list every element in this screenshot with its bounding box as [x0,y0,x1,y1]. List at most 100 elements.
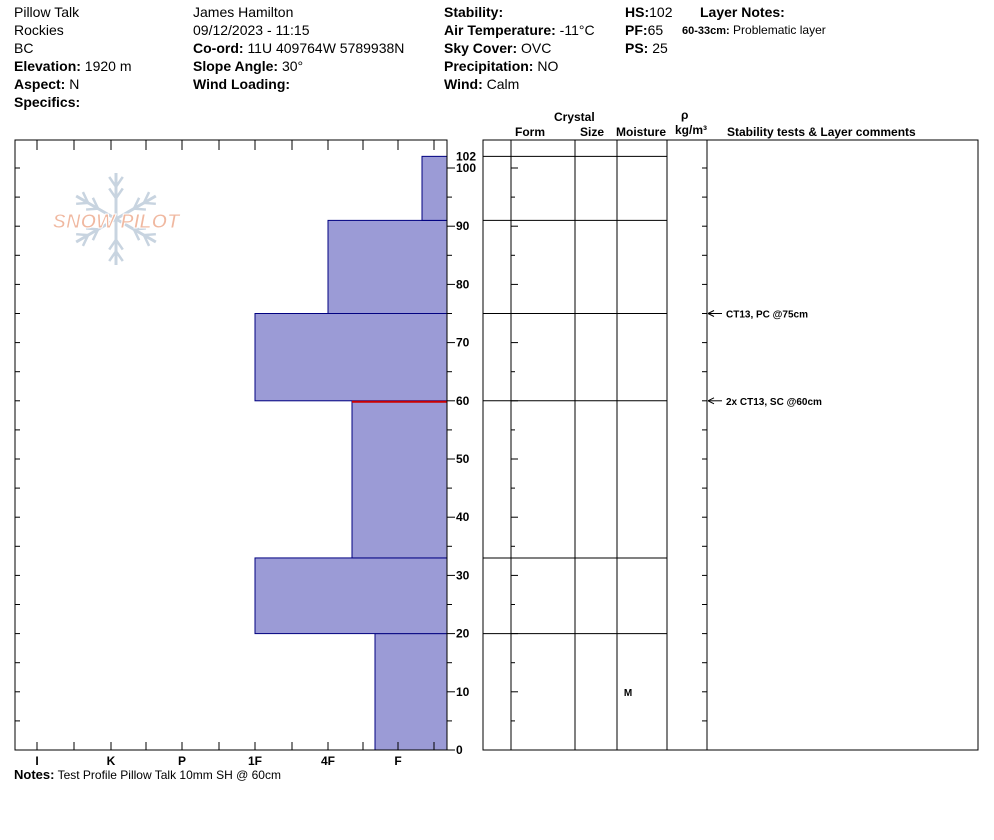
ps-value: 25 [652,40,668,56]
air-temperature: Air Temperature: -11°C [444,21,595,39]
snowflake-branch [108,176,118,188]
slope-label: Slope Angle: [193,58,279,74]
stability-test-comment: 2x CT13, SC @60cm [726,397,822,408]
coordinates: Co-ord: 11U 409764W 5789938N [193,39,404,57]
stability-test-comment: CT13, PC @75cm [726,310,808,321]
elevation: Elevation: 1920 m [14,57,132,75]
notes: Notes: Test Profile Pillow Talk 10mm SH … [14,767,281,782]
crystal-header: Crystal [554,110,595,124]
specifics-label: Specifics: [14,94,81,110]
snowflake-branch [76,232,89,237]
moisture-value: M [624,688,632,699]
height-tick-label: 50 [456,452,470,466]
snowflake-branch [86,207,99,211]
comment-arrow-head [707,397,715,405]
hardness-layer-bar [254,557,448,635]
wind-label: Wind: [444,76,483,92]
slope-angle: Slope Angle: 30° [193,57,303,75]
snowflake-branch [143,201,156,206]
snowflake-branch [81,191,90,204]
height-tick-label: 60 [456,394,470,408]
penetration-foot: PF:65 [625,21,663,39]
layer-notes-label: Layer Notes: [700,4,785,20]
height-tick-label: 80 [456,277,470,291]
comment-arrow-head [707,310,715,317]
height-tick-label: 20 [456,627,470,641]
precipitation: Precipitation: NO [444,57,558,75]
density-unit-header: kg/m³ [675,123,708,137]
snowflake-branch [114,176,124,188]
mountain-range: Rockies [14,22,64,38]
hardness-tick-label: 1F [248,754,262,768]
aspect-label: Aspect: [14,76,66,92]
snowflake-branch [133,207,146,211]
form-header: Form [515,125,545,139]
wind: Wind: Calm [444,75,519,93]
sky-label: Sky Cover: [444,40,518,56]
air-temp-value: -11°C [559,22,595,38]
snowflake-branch [108,238,118,251]
hardness-tick-label: P [178,754,186,768]
stability-label: Stability: [444,4,504,20]
moisture-header: Moisture [616,125,667,139]
snowflake-branch [81,234,90,247]
snowflake-icon [75,173,157,265]
height-tick-label: 30 [456,568,470,582]
coord-value: 11U 409764W 5789938N [247,40,405,56]
snow-height: HS:102 [625,3,672,21]
pf-value: 65 [647,22,664,38]
layer-note-range: 60-33cm: [682,25,730,37]
notes-label: Notes: [14,767,55,782]
sky-value: OVC [521,40,552,56]
layer-note: 60-33cm: Problematic layer [682,23,826,37]
precip-label: Precipitation: [444,58,534,74]
pf-label: PF: [625,22,648,38]
snowflake-branch [132,228,141,241]
hardness-tick-label: 4F [321,754,335,768]
snowflake-branch [133,227,146,231]
snow-pilot-logo: SNOW PILOT [52,173,182,265]
snowflake-branch [143,232,156,237]
observation-datetime: 09/12/2023 - 11:15 [193,22,310,38]
size-header: Size [580,125,605,139]
slope-value: 30° [281,58,304,74]
height-tick-label: 10 [456,685,470,699]
hardness-plot-frame [14,139,448,751]
notes-text: Test Profile Pillow Talk 10mm SH @ 60cm [57,768,281,782]
observer-name: James Hamilton [193,4,294,20]
layer-table-frame [482,139,979,751]
snowflake-branch [91,197,100,210]
penetration-ski: PS: 25 [625,39,668,57]
wind-loading-label: Wind Loading: [193,76,291,92]
elevation-label: Elevation: [14,58,81,74]
height-tick-label: 0 [456,743,463,757]
hardness-tick-label: K [107,754,116,768]
hs-label: HS: [625,4,650,20]
snowflake-branch [114,238,124,251]
snowflake-arm [115,194,157,221]
air-temp-label: Air Temperature: [444,22,556,38]
snowflake-branch [142,191,151,204]
snowflake-branch [142,234,151,247]
hs-value: 102 [649,4,673,20]
ps-label: PS: [625,40,649,56]
logo-text: SNOW PILOT [53,211,181,233]
height-tick-label: 90 [456,219,470,233]
wind-value: Calm [486,76,520,92]
snowflake-branch [91,228,100,241]
hardness-layer-bar [421,155,448,221]
height-tick-label: 102 [456,149,476,163]
layer-note-text: Problematic layer [733,23,826,37]
snowflake-branch [76,201,89,206]
sky-cover: Sky Cover: OVC [444,39,551,57]
snowflake-branch [114,250,124,262]
snowflake-branch [108,250,118,262]
hardness-tick-label: F [394,754,401,768]
snowflake-branch [86,227,99,231]
snowflake-branch [108,187,118,200]
comments-header: Stability tests & Layer comments [727,125,916,139]
hardness-layer-bar [327,219,448,315]
aspect-value: N [69,76,80,92]
location-name: Pillow Talk [14,4,80,20]
hardness-layer-bar [374,633,448,751]
